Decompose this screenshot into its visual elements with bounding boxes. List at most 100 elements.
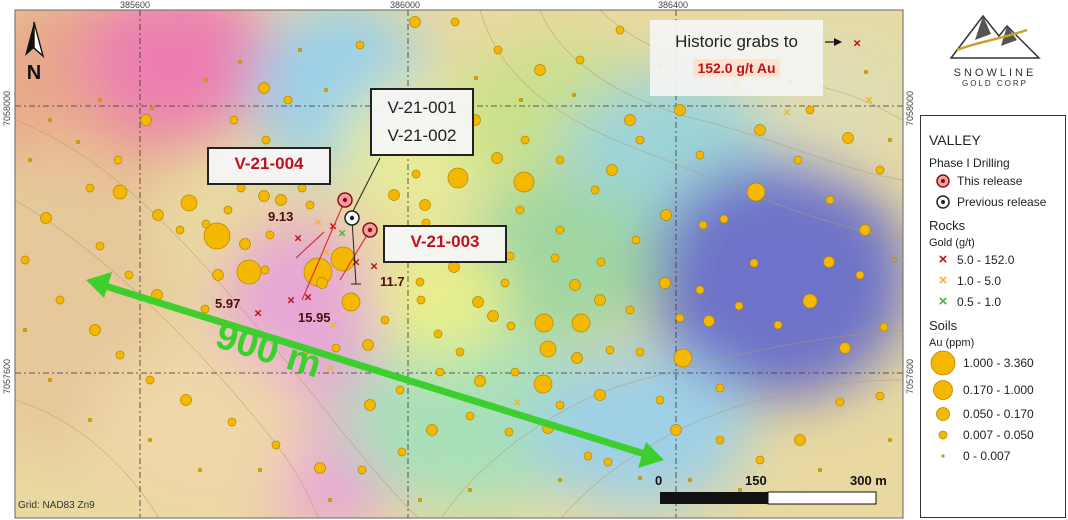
soil-sample — [297, 47, 303, 53]
soil-sample — [569, 279, 581, 291]
soil-sample — [409, 16, 421, 28]
legend-rocks-unit: Gold (g/t) — [929, 237, 975, 249]
soil-sample — [533, 374, 553, 394]
soil-sample — [472, 296, 484, 308]
soil-sample — [297, 183, 307, 193]
soil-sample — [417, 497, 423, 503]
soil-sample — [755, 455, 765, 465]
legend-label: 0.5 - 1.0 — [957, 294, 1002, 309]
soil-sample — [180, 394, 192, 406]
soil-sample — [635, 135, 645, 145]
rock-sample: × — [783, 105, 791, 120]
soil-sample — [631, 235, 641, 245]
legend-label: 0.007 - 0.050 — [963, 427, 1034, 442]
soil-sample — [703, 315, 715, 327]
legend-soils-heading: Soils — [929, 318, 958, 333]
soil-sample — [40, 212, 52, 224]
soil-sample — [149, 105, 155, 111]
soil-sample — [275, 194, 287, 206]
soil-sample — [85, 183, 95, 193]
soil-sample — [659, 277, 671, 289]
soil-sample — [362, 339, 374, 351]
soil-sample — [594, 294, 606, 306]
soil-sample — [674, 104, 686, 116]
legend-label: 0.050 - 0.170 — [963, 406, 1034, 421]
soil-sample — [491, 152, 503, 164]
rock-low-icon: × — [938, 293, 948, 310]
drill-trace-lines — [295, 157, 381, 301]
legend-rocks-heading: Rocks — [929, 218, 966, 233]
soil-sample — [435, 367, 445, 377]
soil-sample — [200, 304, 210, 314]
soil-sample — [698, 220, 708, 230]
soil-sample — [695, 285, 705, 295]
soil-sample — [513, 171, 535, 193]
soil-sample — [258, 82, 270, 94]
soil-sample — [260, 265, 270, 275]
soil-sample — [835, 397, 845, 407]
soil-sample — [817, 467, 823, 473]
soil-sample — [550, 253, 560, 263]
soil-sample — [47, 117, 53, 123]
scale-bar — [660, 491, 877, 505]
legend-row: × 1.0 - 5.0 — [929, 270, 1057, 291]
soil-sample — [448, 261, 460, 273]
grid-note: Grid: NAD83 Zn9 — [18, 500, 95, 511]
logo-sub: GOLD CORP — [961, 79, 1028, 88]
soil-sample — [887, 137, 893, 143]
soil-sample — [314, 462, 326, 474]
legend-label: 1.0 - 5.0 — [957, 273, 1002, 288]
soil-sample — [673, 348, 693, 368]
soil-sample — [504, 427, 514, 437]
soil-sample — [715, 435, 725, 445]
soil-sample — [625, 305, 635, 315]
soil-sample — [583, 451, 593, 461]
north-label: N — [27, 62, 41, 84]
soil-sample — [754, 124, 766, 136]
soil-sample — [397, 447, 407, 457]
soil-sample — [113, 155, 123, 165]
soil-sample — [450, 17, 460, 27]
soil-sample — [97, 97, 103, 103]
soil-sample — [474, 375, 486, 387]
soil-class-1-icon — [930, 350, 956, 376]
soil-sample — [603, 457, 613, 467]
soil-sample — [695, 150, 705, 160]
soil-sample — [364, 399, 376, 411]
soil-sample — [323, 87, 329, 93]
soil-sample — [411, 169, 421, 179]
soil-sample — [575, 55, 585, 65]
soil-sample — [47, 377, 53, 383]
soil-sample — [357, 465, 367, 475]
rock-sample: × — [287, 293, 295, 308]
soil-sample — [518, 97, 524, 103]
scale-label: 300 m — [850, 473, 887, 488]
soil-class-2-icon — [933, 380, 953, 400]
soil-sample — [305, 200, 315, 210]
soil-sample — [175, 225, 185, 235]
soil-sample — [27, 157, 33, 163]
soil-sample — [236, 259, 262, 285]
soil-sample — [265, 230, 275, 240]
soil-sample — [571, 352, 583, 364]
soil-class-4-icon — [938, 430, 948, 439]
legend-row: 0.170 - 1.000 — [929, 377, 1057, 403]
legend-title: VALLEY — [929, 132, 981, 148]
soil-sample — [355, 40, 365, 50]
assay-label: 9.13 — [268, 209, 294, 224]
drill-collars — [337, 192, 378, 238]
soil-sample — [734, 301, 744, 311]
soil-sample — [388, 189, 400, 201]
soil-sample — [152, 209, 164, 221]
callout-v-21-001-002: V-21-001 V-21-002 — [370, 88, 474, 156]
soil-sample — [794, 434, 806, 446]
historic-grabs-value: 152.0 g/t Au — [693, 59, 780, 77]
soil-sample — [515, 205, 525, 215]
assay-label: 15.95 — [298, 310, 331, 325]
soil-sample — [212, 269, 224, 281]
soil-sample — [426, 424, 438, 436]
assay-label: 5.97 — [215, 296, 241, 311]
soil-sample — [596, 257, 606, 267]
soil-sample — [283, 95, 293, 105]
logo-name: SNOWLINE — [953, 67, 1037, 79]
